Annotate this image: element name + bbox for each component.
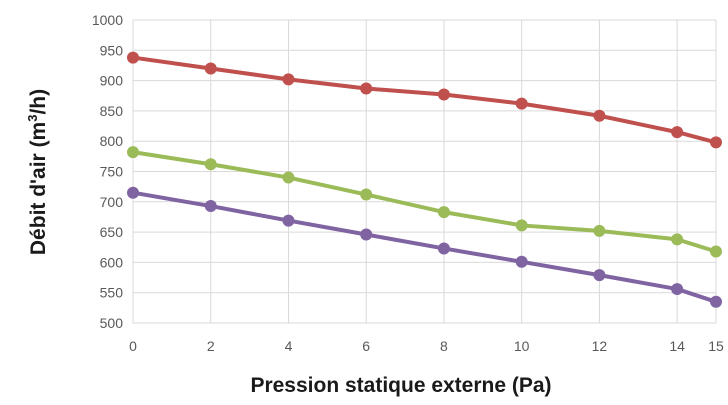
x-axis-title: Pression statique externe (Pa) xyxy=(250,374,551,397)
y-axis-title-main: Débit d'air (m xyxy=(27,122,50,255)
y-axis-title: Débit d'air (m3/h) xyxy=(25,89,50,255)
series-1-point xyxy=(437,88,450,101)
y-tick-label: 800 xyxy=(100,133,124,149)
series-1-point xyxy=(127,51,139,64)
grid xyxy=(132,19,717,324)
series-3-point xyxy=(671,283,684,296)
series-2-point xyxy=(671,233,684,246)
x-axis-ticks: 0 2 4 6 8 10 12 14 15 xyxy=(129,338,724,354)
series-1-point xyxy=(515,97,528,110)
y-axis-title-sup: 3 xyxy=(25,115,40,122)
series-2-point xyxy=(282,171,295,184)
y-axis-title-end: /h) xyxy=(27,89,50,115)
y-tick-label: 750 xyxy=(100,164,124,180)
x-tick-label: 12 xyxy=(592,338,608,354)
x-tick-label: 6 xyxy=(362,338,370,354)
y-tick-label: 500 xyxy=(100,315,124,331)
series-3-point xyxy=(127,186,139,199)
series-3-point xyxy=(282,214,295,227)
x-tick-label: 15 xyxy=(708,338,724,354)
series-1-point xyxy=(710,136,722,149)
y-axis-ticks: 500 550 600 650 700 750 800 850 900 950 1000 xyxy=(92,12,123,331)
series-2-point xyxy=(437,206,450,219)
x-tick-label: 8 xyxy=(440,338,448,354)
series-1-point xyxy=(360,82,373,95)
series-2-point xyxy=(204,158,217,171)
series-points xyxy=(127,51,722,308)
series-3-point xyxy=(360,228,373,241)
series-2-point xyxy=(710,245,722,258)
y-tick-label: 650 xyxy=(100,224,124,240)
y-tick-label: 600 xyxy=(100,254,124,270)
y-tick-label: 700 xyxy=(100,194,124,210)
series-1-point xyxy=(593,109,606,122)
series-2-point xyxy=(360,188,373,201)
y-tick-label: 1000 xyxy=(92,12,123,28)
series-lines xyxy=(131,55,718,304)
x-tick-label: 4 xyxy=(285,338,293,354)
x-tick-label: 0 xyxy=(129,338,137,354)
y-tick-label: 900 xyxy=(100,73,124,89)
x-tick-label: 14 xyxy=(669,338,685,354)
x-tick-label: 10 xyxy=(514,338,530,354)
series-1-point xyxy=(671,126,684,139)
series-3-point xyxy=(437,242,450,255)
series-1-line xyxy=(131,55,718,145)
series-2-point xyxy=(515,219,528,232)
y-tick-label: 850 xyxy=(100,103,124,119)
series-1-point xyxy=(282,73,295,86)
series-3-point xyxy=(593,269,606,282)
series-3-point xyxy=(204,200,217,213)
series-1-point xyxy=(204,62,217,75)
series-3-point xyxy=(515,255,528,268)
y-tick-label: 950 xyxy=(100,42,124,58)
x-tick-label: 2 xyxy=(207,338,215,354)
series-2-point xyxy=(593,224,606,237)
y-tick-label: 550 xyxy=(100,285,124,301)
series-3-point xyxy=(710,295,722,308)
series-2-point xyxy=(127,146,139,159)
